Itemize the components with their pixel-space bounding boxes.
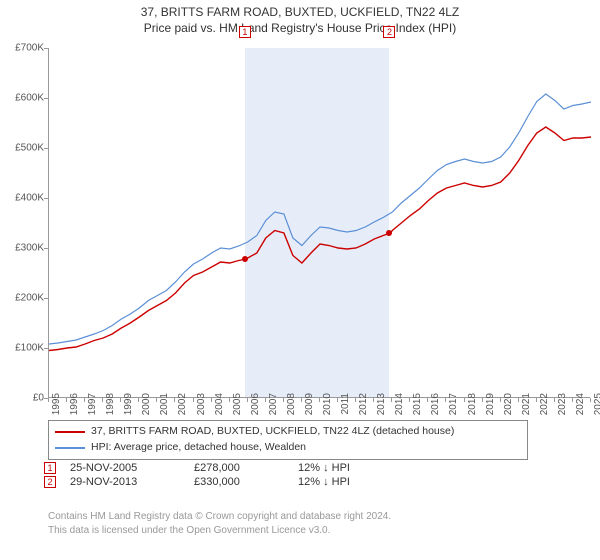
y-tick-label: £200K xyxy=(15,293,44,304)
x-tick-label: 2003 xyxy=(196,393,207,415)
chart-container: 37, BRITTS FARM ROAD, BUXTED, UCKFIELD, … xyxy=(0,0,600,560)
title-block: 37, BRITTS FARM ROAD, BUXTED, UCKFIELD, … xyxy=(0,0,600,36)
x-tick-label: 2022 xyxy=(539,393,550,415)
event-marker-box: 1 xyxy=(44,462,56,474)
x-tick-label: 2019 xyxy=(485,393,496,415)
x-tick-label: 2016 xyxy=(430,393,441,415)
legend-label: 37, BRITTS FARM ROAD, BUXTED, UCKFIELD, … xyxy=(91,424,454,440)
x-tick-label: 2011 xyxy=(340,393,351,415)
x-tick-label: 2015 xyxy=(412,393,423,415)
x-tick-label: 2001 xyxy=(159,393,170,415)
event-delta: 12% ↓ HPI xyxy=(298,476,350,488)
y-tick-label: £0 xyxy=(33,393,44,404)
event-date: 29-NOV-2013 xyxy=(70,476,180,488)
x-tick-label: 2007 xyxy=(268,393,279,415)
footer-line-2: This data is licensed under the Open Gov… xyxy=(48,524,391,538)
legend-box: 37, BRITTS FARM ROAD, BUXTED, UCKFIELD, … xyxy=(48,420,528,460)
footer-attribution: Contains HM Land Registry data © Crown c… xyxy=(48,510,391,537)
x-tick-label: 2012 xyxy=(358,393,369,415)
x-tick-label: 2009 xyxy=(304,393,315,415)
y-tick-label: £300K xyxy=(15,243,44,254)
event-marker-box: 2 xyxy=(383,26,395,38)
x-tick-label: 2010 xyxy=(322,393,333,415)
y-tick-label: £600K xyxy=(15,93,44,104)
legend-row: 37, BRITTS FARM ROAD, BUXTED, UCKFIELD, … xyxy=(55,424,521,440)
x-tick-label: 2025 xyxy=(593,393,600,415)
event-date: 25-NOV-2005 xyxy=(70,462,180,474)
event-marker-box: 1 xyxy=(239,26,251,38)
event-row: 1 25-NOV-2005 £278,000 12% ↓ HPI xyxy=(44,462,350,474)
x-tick-label: 2021 xyxy=(521,393,532,415)
x-tick-label: 2004 xyxy=(214,393,225,415)
x-tick-label: 1997 xyxy=(87,393,98,415)
x-tick-label: 1996 xyxy=(69,393,80,415)
x-tick-label: 1998 xyxy=(105,393,116,415)
y-tick-label: £400K xyxy=(15,193,44,204)
footer-line-1: Contains HM Land Registry data © Crown c… xyxy=(48,510,391,524)
event-marker-box: 2 xyxy=(44,476,56,488)
x-tick-label: 2000 xyxy=(141,393,152,415)
y-tick-label: £100K xyxy=(15,343,44,354)
title-line-1: 37, BRITTS FARM ROAD, BUXTED, UCKFIELD, … xyxy=(0,4,600,20)
event-delta: 12% ↓ HPI xyxy=(298,462,350,474)
x-tick-label: 2002 xyxy=(177,393,188,415)
x-tick-label: 2017 xyxy=(448,393,459,415)
y-tick-label: £500K xyxy=(15,143,44,154)
legend-swatch xyxy=(55,447,85,449)
sale-point xyxy=(386,230,392,236)
y-tick-label: £700K xyxy=(15,43,44,54)
title-line-2: Price paid vs. HM Land Registry's House … xyxy=(0,20,600,36)
sale-point xyxy=(242,256,248,262)
event-price: £278,000 xyxy=(194,462,284,474)
chart-area: £0£100K£200K£300K£400K£500K£600K£700K 19… xyxy=(48,48,590,398)
event-row: 2 29-NOV-2013 £330,000 12% ↓ HPI xyxy=(44,476,350,488)
event-price: £330,000 xyxy=(194,476,284,488)
x-tick-label: 2014 xyxy=(394,393,405,415)
series-lines xyxy=(49,48,591,398)
x-tick-label: 2023 xyxy=(557,393,568,415)
events-table: 1 25-NOV-2005 £278,000 12% ↓ HPI 2 29-NO… xyxy=(44,462,350,490)
x-tick-label: 2024 xyxy=(575,393,586,415)
x-tick-label: 2006 xyxy=(250,393,261,415)
legend-label: HPI: Average price, detached house, Weal… xyxy=(91,440,306,456)
x-tick-label: 2018 xyxy=(467,393,478,415)
x-tick-label: 1999 xyxy=(123,393,134,415)
series-line-hpi xyxy=(49,94,591,344)
series-line-price_paid xyxy=(49,127,591,351)
x-tick-label: 1995 xyxy=(51,393,62,415)
x-tick-label: 2005 xyxy=(232,393,243,415)
legend-swatch xyxy=(55,431,85,433)
legend-row: HPI: Average price, detached house, Weal… xyxy=(55,440,521,456)
x-tick-label: 2008 xyxy=(286,393,297,415)
x-tick-label: 2013 xyxy=(376,393,387,415)
plot-region xyxy=(48,48,590,398)
x-tick-label: 2020 xyxy=(503,393,514,415)
